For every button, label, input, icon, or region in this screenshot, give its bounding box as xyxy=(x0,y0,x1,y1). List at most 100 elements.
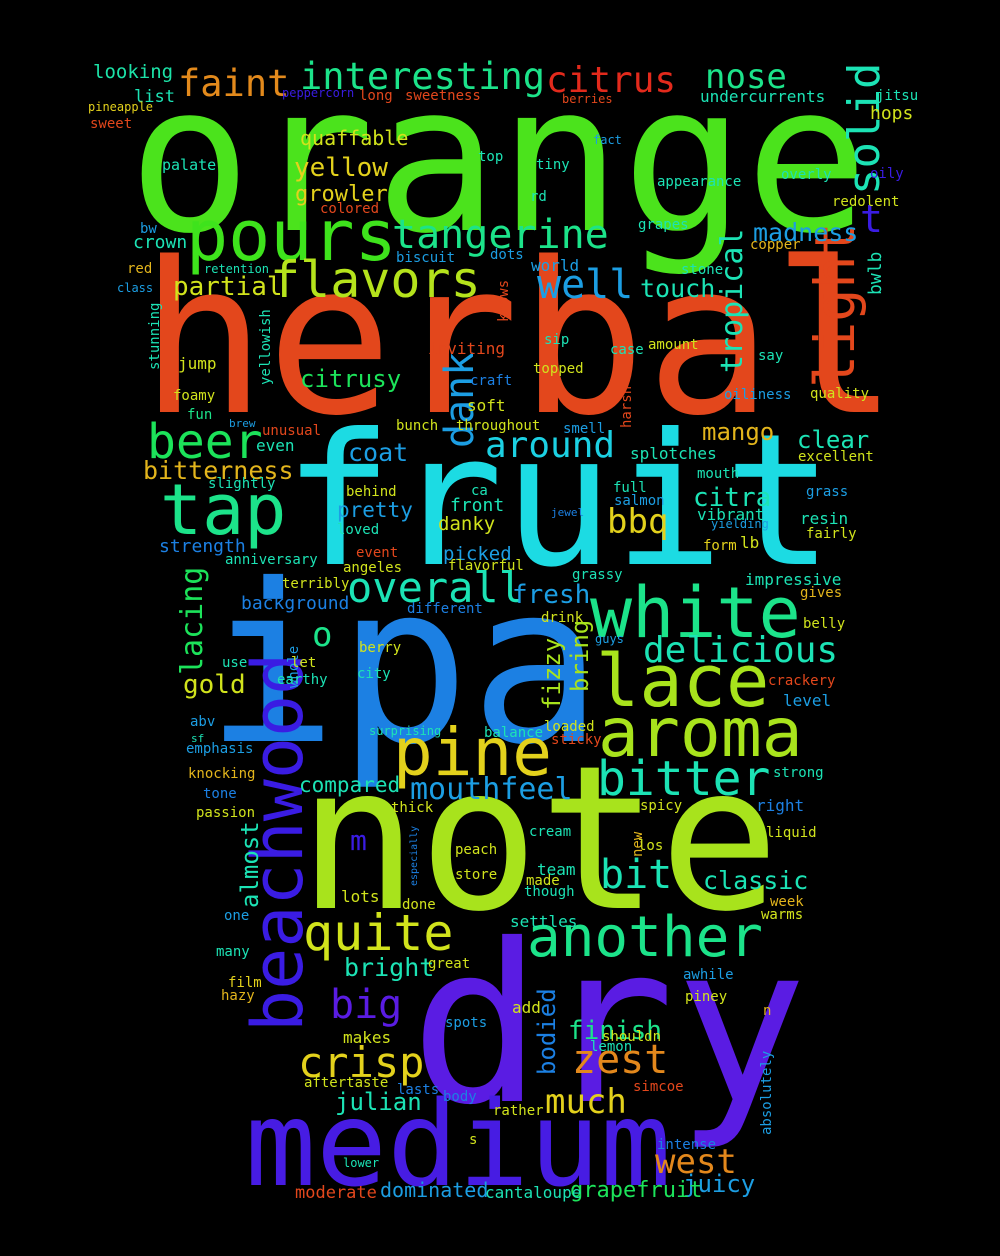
word-rather: rather xyxy=(493,1103,544,1119)
word-foamy: foamy xyxy=(173,388,216,404)
word-delicious: delicious xyxy=(643,630,839,671)
word-coat: coat xyxy=(348,438,409,467)
word-touch: touch xyxy=(640,274,716,303)
word-medium: medium xyxy=(245,1075,672,1213)
word-cantaloupe: cantaloupe xyxy=(485,1183,582,1202)
word-even: even xyxy=(256,436,295,455)
word-use: use xyxy=(222,655,248,671)
word-oiliness: oiliness xyxy=(724,387,792,403)
word-lacing: lacing xyxy=(175,566,210,675)
word-compared: compared xyxy=(299,773,401,797)
word-m: m xyxy=(350,824,367,857)
word-light: light xyxy=(803,222,867,388)
word-emphasis: emphasis xyxy=(186,741,254,757)
word-interesting: interesting xyxy=(300,55,546,98)
word-tangerine: tangerine xyxy=(392,212,609,258)
word-fizzy: fizzy xyxy=(538,637,566,710)
word-looking: looking xyxy=(93,61,174,83)
word-aroma: aroma xyxy=(598,694,803,773)
word-sticky: sticky xyxy=(551,732,602,748)
word-add: add xyxy=(512,998,541,1017)
word-ipa: ipa xyxy=(205,537,603,793)
word-oily: oily xyxy=(870,166,904,182)
word-redolent: redolent xyxy=(832,194,900,210)
word-makes: makes xyxy=(343,1028,392,1047)
word-guys: guys xyxy=(595,632,624,646)
word-lower: lower xyxy=(343,1156,380,1170)
word-fresh: fresh xyxy=(512,580,591,610)
word-citrusy: citrusy xyxy=(300,365,402,393)
word-warms: warms xyxy=(761,907,804,923)
word-shouldn: shouldn xyxy=(602,1029,662,1045)
word-flavorful: flavorful xyxy=(448,558,524,574)
word-bitter: bitter xyxy=(597,751,771,807)
word-bring: bring xyxy=(566,619,594,692)
word-yellow: yellow xyxy=(294,153,388,183)
word-grapefruit: grapefruit xyxy=(570,1178,703,1203)
word-bright: bright xyxy=(344,953,435,982)
word-class: class xyxy=(117,281,154,295)
word-crisp: crisp xyxy=(298,1038,425,1087)
word-mouth: mouth xyxy=(697,466,740,482)
word-impressive: impressive xyxy=(745,570,842,589)
word-tap: tap xyxy=(160,469,287,551)
word-overly: overly xyxy=(781,167,832,183)
word-front: front xyxy=(450,495,505,516)
word-throughout: throughout xyxy=(456,418,541,434)
word-yielding: yielding xyxy=(711,517,769,531)
word-bunch: bunch xyxy=(396,418,439,434)
word-angeles: angeles xyxy=(343,560,403,576)
word-amount: amount xyxy=(648,337,699,353)
word-lasts: lasts xyxy=(397,1082,440,1098)
word-another: another xyxy=(527,905,764,970)
word-absolutely: absolutely xyxy=(759,1050,775,1135)
word-lb: lb xyxy=(740,533,760,552)
word-bbq: bbq xyxy=(607,502,669,542)
word-palate: palate xyxy=(162,156,217,174)
word-gold: gold xyxy=(183,670,246,700)
word-cream: cream xyxy=(529,824,572,840)
word-copper: copper xyxy=(750,237,801,253)
word-fruit: fruit xyxy=(283,395,834,608)
word-stone: stone xyxy=(681,262,724,278)
word-spicy: spicy xyxy=(640,798,683,814)
word-abv: abv xyxy=(190,714,216,730)
word-case: case xyxy=(610,342,644,358)
word-smell: smell xyxy=(563,421,606,437)
word-rd: rd xyxy=(530,189,547,205)
word-especially: especially xyxy=(409,825,420,886)
word-hops: hops xyxy=(870,103,914,124)
word-earthy: earthy xyxy=(277,672,328,688)
word-dry: dry xyxy=(410,897,808,1153)
word-crackery: crackery xyxy=(768,673,836,689)
word-danky: danky xyxy=(438,513,496,535)
word-sip: sip xyxy=(544,332,570,348)
word-much: much xyxy=(545,1082,627,1122)
word-pours: pours xyxy=(186,195,397,277)
word-surprising: surprising xyxy=(369,724,442,738)
word-film: film xyxy=(228,975,262,991)
word-quality: quality xyxy=(810,386,870,402)
word-biscuit: biscuit xyxy=(396,250,456,266)
word-balance: balance xyxy=(484,725,544,741)
word-sf: sf xyxy=(191,732,205,745)
word-splotches: splotches xyxy=(630,444,717,463)
word-right: right xyxy=(756,796,805,815)
word-brew: brew xyxy=(229,417,256,430)
word-partial: partial xyxy=(173,272,283,302)
word-awhile: awhile xyxy=(683,967,734,983)
word-tropical: tropical xyxy=(715,228,750,374)
word-berries: berries xyxy=(562,92,613,106)
word-almost: almost xyxy=(236,821,264,908)
word-nose: nose xyxy=(705,57,787,97)
word-resin: resin xyxy=(800,509,849,528)
word-dots: dots xyxy=(490,247,524,263)
word-vibrant: vibrant xyxy=(697,505,765,524)
word-top: top xyxy=(478,149,504,165)
word-grapes: grapes xyxy=(638,217,689,233)
word-great: great xyxy=(428,956,471,972)
word-stunning: stunning xyxy=(147,302,163,370)
word-jewel: jewel xyxy=(551,506,585,519)
word-mouthfeel: mouthfeel xyxy=(410,772,573,807)
word-clear: clear xyxy=(797,426,870,454)
